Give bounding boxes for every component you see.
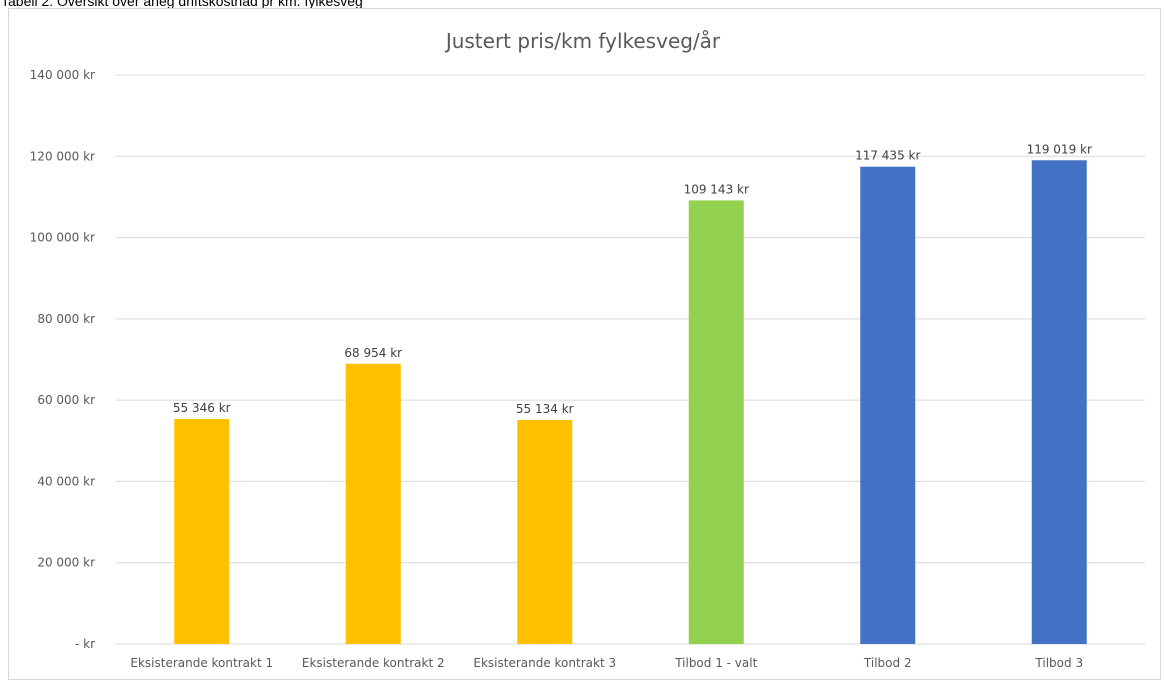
x-tick-label: Tilbod 1 - valt bbox=[674, 656, 757, 670]
x-tick-label: Eksisterande kontrakt 3 bbox=[473, 656, 616, 670]
x-tick-label: Eksisterande kontrakt 2 bbox=[302, 656, 445, 670]
bar bbox=[517, 419, 573, 644]
y-tick-label: 80 000 kr bbox=[37, 312, 95, 326]
bars: 55 346 kr 68 954 kr 55 134 kr 109 143 kr 117… bbox=[173, 142, 1092, 645]
data-label: 68 954 kr bbox=[344, 346, 402, 360]
data-label: 117 435 kr bbox=[855, 149, 920, 163]
data-label: 119 019 kr bbox=[1027, 142, 1092, 156]
bar bbox=[688, 200, 744, 644]
bar bbox=[860, 166, 916, 644]
y-tick-label: 20 000 kr bbox=[37, 556, 95, 570]
x-tick-label: Eksisterande kontrakt 1 bbox=[130, 656, 273, 670]
y-tick-label: 40 000 kr bbox=[37, 474, 95, 488]
x-tick-label: Tilbod 3 bbox=[1034, 656, 1083, 670]
chart-title: Justert pris/km fylkesveg/år bbox=[444, 29, 721, 53]
bar bbox=[174, 419, 230, 644]
y-tick-label: 100 000 kr bbox=[30, 231, 95, 245]
y-tick-label: 140 000 kr bbox=[30, 68, 95, 82]
data-label: 55 134 kr bbox=[516, 402, 574, 416]
y-tick-label: - kr bbox=[75, 637, 95, 651]
y-tick-label: 120 000 kr bbox=[30, 149, 95, 163]
x-tick-label: Tilbod 2 bbox=[863, 656, 912, 670]
data-label: 55 346 kr bbox=[173, 401, 231, 415]
x-axis: Eksisterande kontrakt 1 Eksisterande kont… bbox=[130, 656, 1083, 670]
y-axis: - kr 20 000 kr 40 000 kr 60 000 kr 80 000 kr… bbox=[30, 68, 95, 651]
table-caption: Tabell 2: Oversikt over årleg driftskost… bbox=[1, 0, 363, 9]
y-tick-label: 60 000 kr bbox=[37, 393, 95, 407]
bar bbox=[1031, 160, 1087, 645]
gridlines bbox=[116, 74, 1145, 645]
data-label: 109 143 kr bbox=[684, 182, 749, 196]
bar bbox=[345, 363, 401, 644]
